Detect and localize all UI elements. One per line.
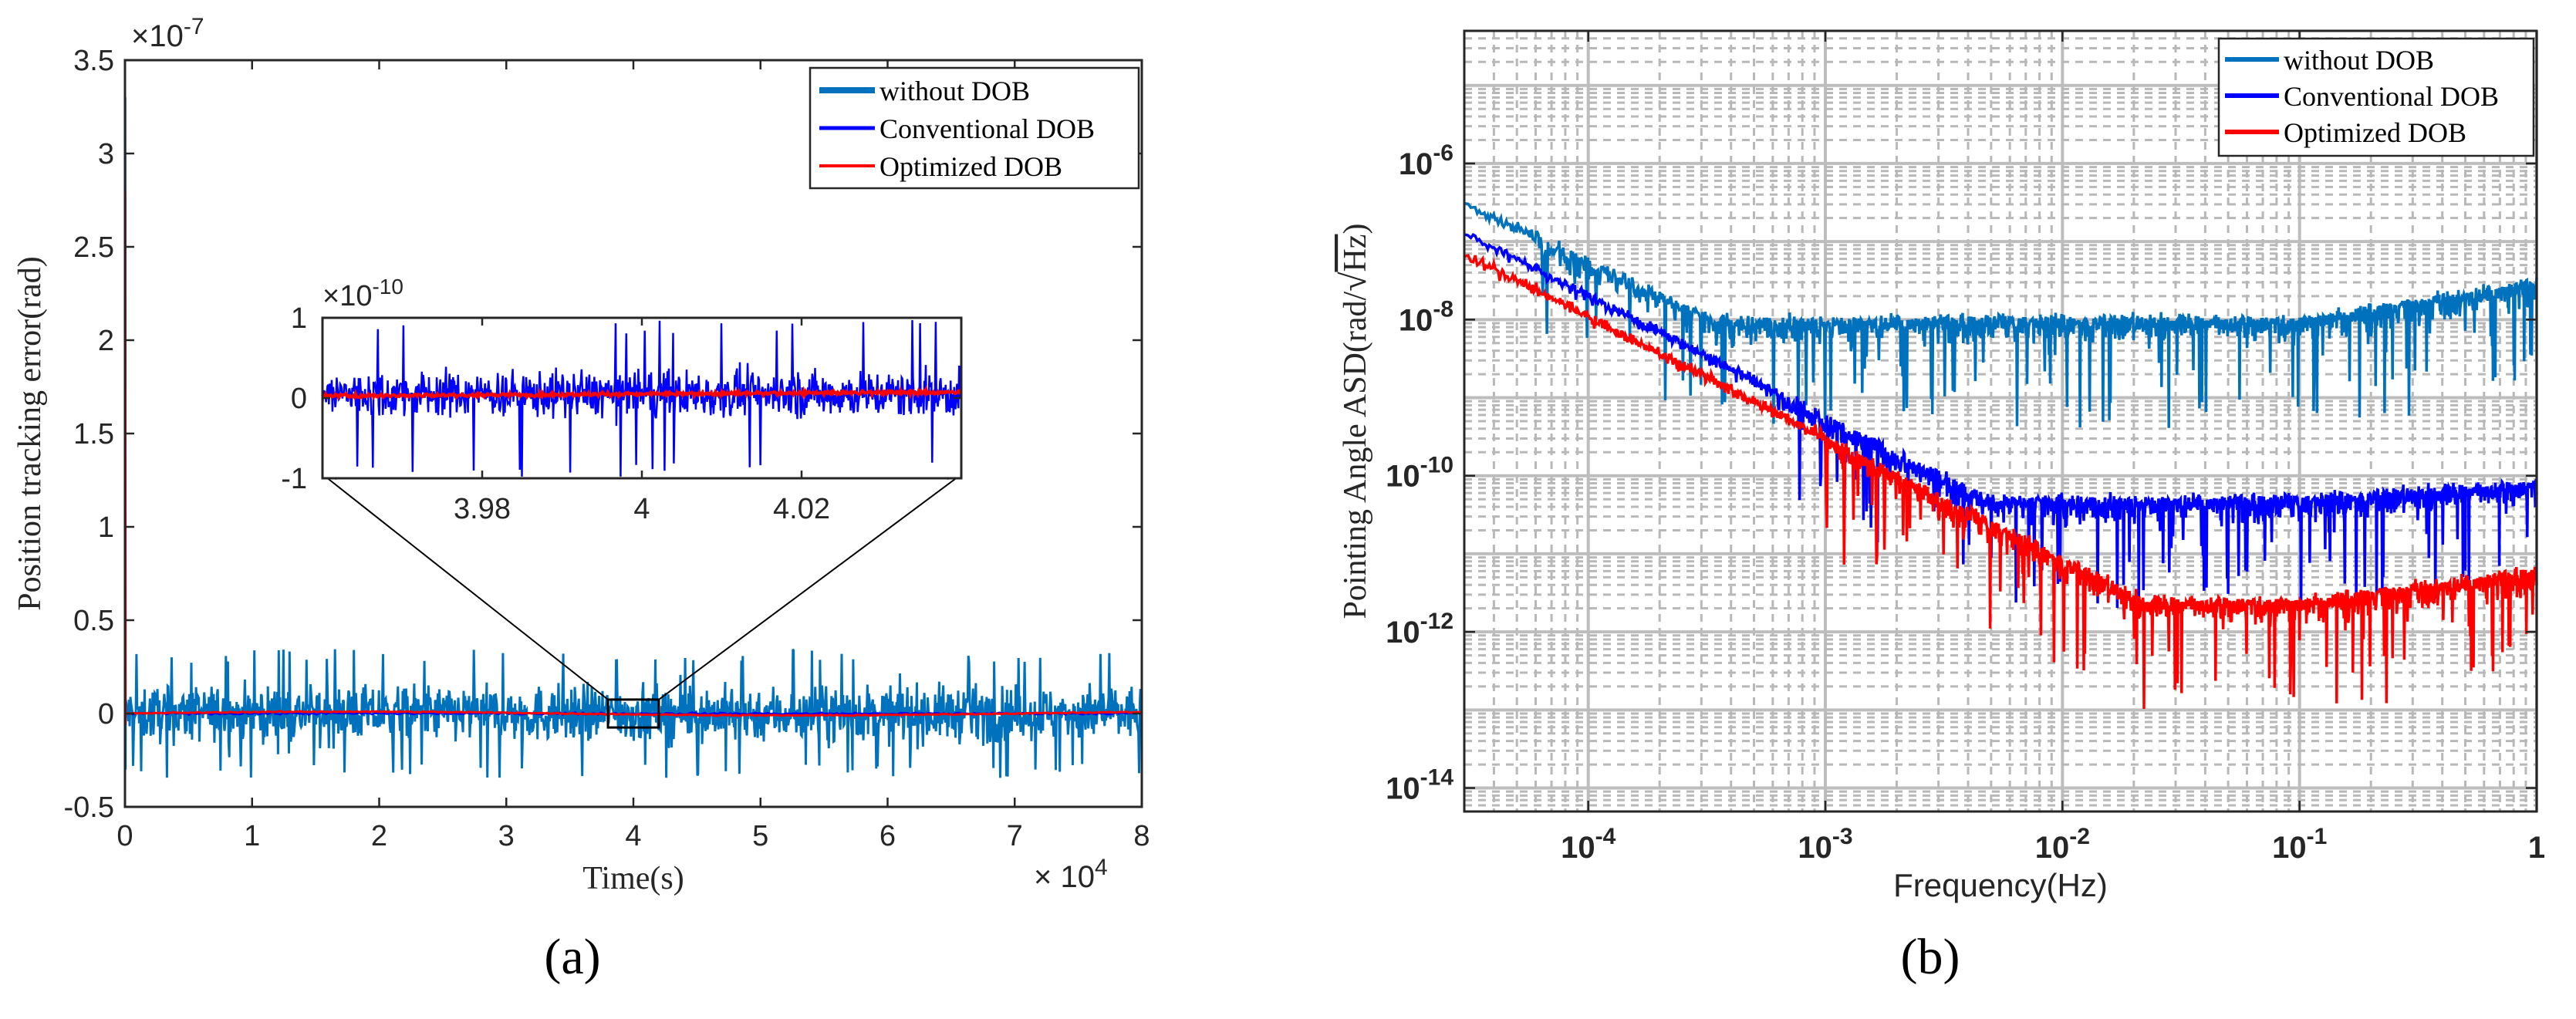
chart-b-x-tick-label: 10-1 (2272, 824, 2327, 865)
chart-a-x-label: Time(s) (582, 861, 684, 896)
chart-b-y-tick-label: 10-8 (1399, 296, 1453, 337)
chart-b-series-without-dob (1464, 201, 2538, 429)
inset-y-tick-label: 1 (291, 302, 307, 335)
chart-b-x-label: Frequency(Hz) (1893, 867, 2108, 903)
chart-a-x-tick-label: 1 (244, 820, 260, 852)
chart-a-series-group (123, 97, 1143, 778)
chart-a-x-tick-label: 0 (116, 820, 133, 852)
chart-b-series-conventional-dob (1464, 233, 2538, 609)
chart-b-y-tick-label: 10-14 (1386, 765, 1453, 806)
chart-a-y-exponent: ×10-7 (131, 14, 204, 53)
chart-a-legend-label-without-dob: without DOB (879, 76, 1030, 106)
chart-a-x-tick-label: 4 (625, 820, 641, 852)
chart-a-y-tick-label: 3.5 (73, 45, 114, 77)
inset-x-tick-label: 3.98 (454, 493, 511, 525)
chart-a-series-without-dob (123, 97, 1143, 778)
chart-b-y-label: Pointing Angle ASD(rad/√Hz) (1334, 224, 1373, 619)
inset-ticks: 3.98 4 4.02 -1 0 1 (281, 302, 961, 525)
panel-label-b: (b) (1901, 929, 1960, 985)
chart-b-x-tick-label: 10-3 (1798, 824, 1852, 865)
chart-a-series-optimized-dob (123, 191, 1143, 725)
panel-label-a: (a) (544, 929, 600, 985)
chart-a-y-tick-label: 3 (98, 138, 114, 170)
chart-b-x-tick-label: 1 (2528, 831, 2545, 865)
chart-b-y-tick-label: 10-12 (1386, 609, 1453, 650)
chart-a-y-tick-label: 1.5 (73, 418, 114, 450)
chart-a-x-tick-label: 7 (1007, 820, 1023, 852)
chart-a-y-tick-label: 1 (98, 511, 114, 544)
inset-series-optimized-dob (321, 385, 962, 401)
chart-b-legend-label-without-dob: without DOB (2284, 45, 2434, 76)
chart-a-x-exponent: × 104 (1034, 855, 1108, 894)
chart-a-legend-label-conventional-dob: Conventional DOB (879, 113, 1095, 144)
inset-series-group (321, 319, 963, 477)
chart-b-y-tick-label: 10-10 (1386, 453, 1453, 494)
chart-a-legend: without DOB Conventional DOB Optimized D… (809, 66, 1140, 190)
chart-b-frame (1463, 29, 2538, 813)
chart-b: 10-4 10-3 10-2 10-1 1 10-14 10-12 10-10 10-8 10-6… (1334, 29, 2545, 985)
chart-a-y-tick-label: 0 (98, 698, 114, 731)
inset-y-exponent: ×10-10 (322, 275, 403, 312)
chart-a-y-tick-label: -0.5 (64, 791, 114, 824)
chart-a-inset: 3.98 4 4.02 -1 0 1 ×10-10 (281, 275, 963, 525)
chart-a-x-tick-label: 8 (1133, 820, 1150, 852)
inset-y-tick-label: 0 (291, 383, 307, 415)
chart-a-y-label: Position tracking error(rad) (12, 256, 48, 611)
inset-x-tick-label: 4.02 (773, 493, 830, 525)
chart-b-legend-label-conventional-dob: Conventional DOB (2284, 81, 2499, 112)
inset-x-tick-label: 4 (633, 493, 650, 525)
chart-b-series-optimized-dob (1464, 254, 2538, 710)
chart-a-legend-label-optimized-dob: Optimized DOB (879, 151, 1062, 182)
chart-b-series-group (1464, 201, 2538, 710)
chart-b-x-tick-label: 10-4 (1561, 824, 1615, 865)
chart-b-y-tick-label: 10-6 (1399, 140, 1453, 181)
inset-y-tick-label: -1 (281, 463, 307, 495)
chart-b-ticks: 10-4 10-3 10-2 10-1 1 10-14 10-12 10-10 10-8 10-6 (1386, 31, 2545, 865)
zoom-connector-right (658, 476, 959, 700)
chart-a-ticks: 0 1 2 3 4 5 6 7 8-0.500.511.522.533.5 (64, 45, 1150, 852)
chart-a-x-tick-label: 6 (879, 820, 896, 852)
chart-a-y-tick-label: 0.5 (73, 605, 114, 637)
chart-b-legend-label-optimized-dob: Optimized DOB (2284, 117, 2466, 148)
chart-b-legend: without DOB Conventional DOB Optimized D… (2217, 37, 2535, 157)
chart-a-x-tick-label: 2 (371, 820, 387, 852)
chart-a-x-tick-label: 5 (752, 820, 768, 852)
zoom-box (606, 698, 660, 729)
chart-a-x-tick-label: 3 (498, 820, 515, 852)
chart-a-y-tick-label: 2 (98, 325, 114, 357)
chart-b-x-tick-label: 10-2 (2035, 824, 2090, 865)
chart-a: 0 1 2 3 4 5 6 7 8-0.500.511.522.533.5 ×10-7 × 10… (12, 14, 1150, 985)
zoom-connector-left (325, 476, 609, 700)
chart-a-y-tick-label: 2.5 (73, 231, 114, 264)
